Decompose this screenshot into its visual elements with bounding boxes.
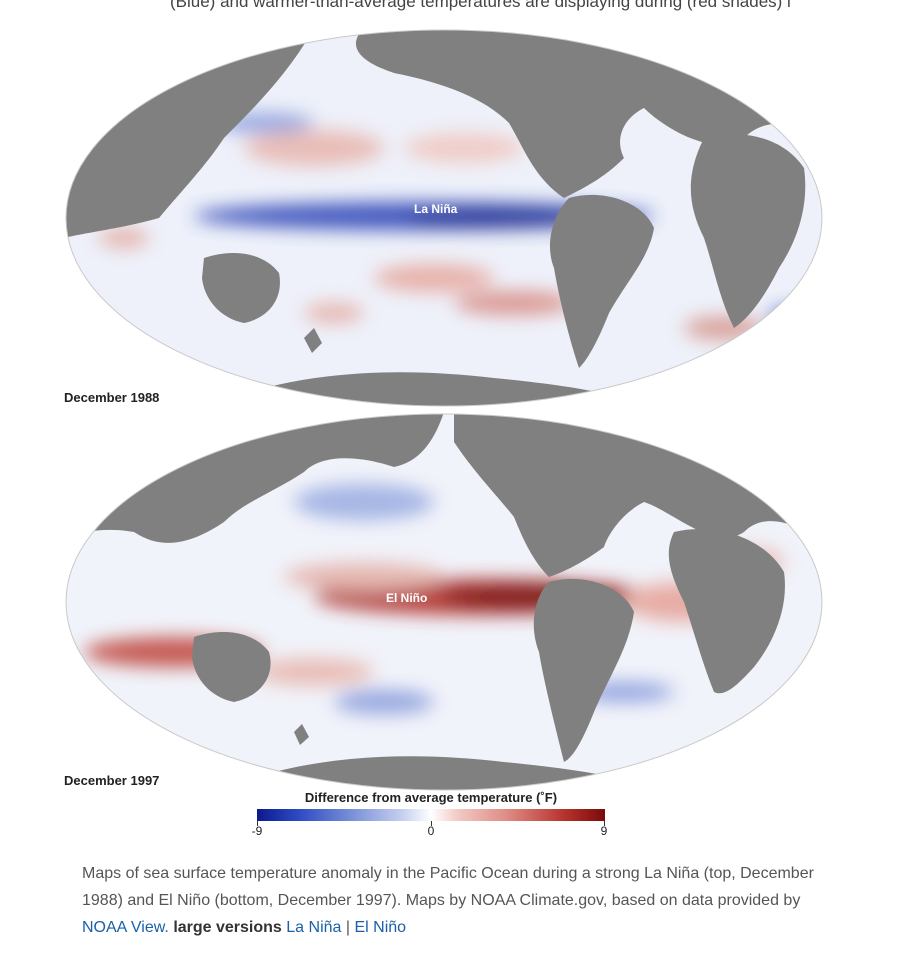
- legend-title: Difference from average temperature (˚F): [304, 790, 558, 805]
- link-separator: |: [345, 919, 351, 936]
- legend-min-label: -9: [251, 824, 263, 838]
- temperature-legend: Difference from average temperature (˚F)…: [251, 790, 608, 840]
- el-nino-label: El Niño: [386, 591, 427, 605]
- el-nino-map: El Niño: [64, 412, 824, 792]
- legend-tick-mid: [431, 821, 432, 826]
- el-nino-large-link[interactable]: El Niño: [354, 919, 407, 936]
- legend-mid-label: 0: [427, 824, 435, 838]
- legend-max-label: 9: [600, 824, 608, 838]
- la-nina-label: La Niña: [414, 202, 458, 216]
- la-nina-large-link[interactable]: La Niña: [286, 919, 342, 936]
- map-date-label-1988: December 1988: [64, 390, 160, 405]
- legend-tick-max: [604, 821, 605, 826]
- header-text-fragment: (Blue) and warmer-than-average temperatu…: [170, 0, 790, 11]
- la-nina-map-graphic: La Niña: [65, 29, 823, 407]
- la-nina-map: La Niña: [64, 28, 824, 408]
- large-versions-label: large versions: [173, 919, 282, 936]
- legend-color-scale: [257, 809, 605, 821]
- legend-tick-min: [257, 821, 258, 826]
- figure-caption: Maps of sea surface temperature anomaly …: [82, 860, 822, 941]
- noaa-view-link[interactable]: NOAA View.: [82, 919, 169, 936]
- el-nino-map-graphic: El Niño: [65, 413, 823, 791]
- caption-text: Maps of sea surface temperature anomaly …: [82, 865, 814, 909]
- map-date-label-1997: December 1997: [64, 773, 160, 788]
